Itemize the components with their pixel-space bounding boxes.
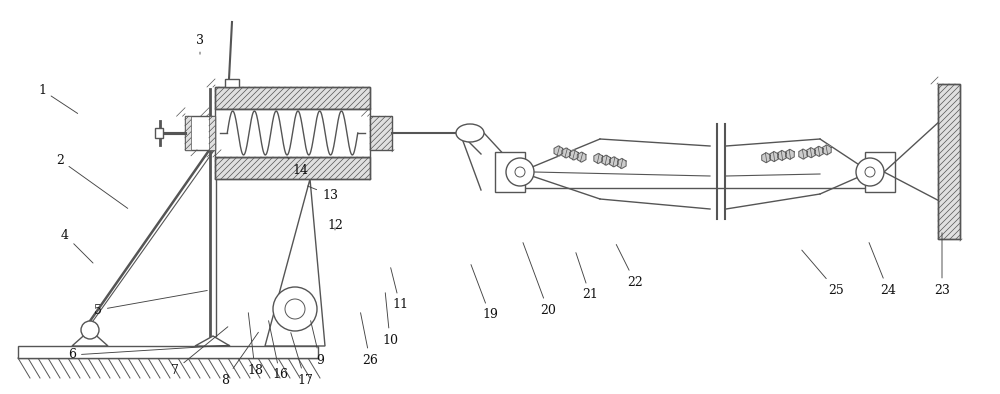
Text: 5: 5: [94, 290, 207, 316]
Bar: [185, 116, 191, 150]
Circle shape: [273, 287, 317, 331]
Text: 21: 21: [576, 253, 598, 301]
Polygon shape: [762, 152, 770, 163]
Text: 3: 3: [196, 33, 204, 54]
Text: 26: 26: [361, 313, 378, 366]
Circle shape: [81, 321, 99, 339]
Polygon shape: [554, 146, 563, 156]
Text: 13: 13: [308, 186, 338, 201]
Polygon shape: [495, 152, 525, 192]
Polygon shape: [72, 330, 108, 346]
Bar: [18, 346, 318, 358]
Text: 9: 9: [311, 321, 324, 366]
Text: 2: 2: [56, 154, 128, 208]
Bar: [938, 84, 960, 239]
Bar: [155, 128, 163, 138]
Polygon shape: [265, 179, 325, 346]
Bar: [215, 87, 370, 109]
Bar: [209, 116, 215, 150]
Text: 8: 8: [221, 332, 258, 387]
Polygon shape: [195, 336, 230, 346]
Text: 16: 16: [269, 321, 288, 381]
Ellipse shape: [456, 124, 484, 142]
Text: 18: 18: [247, 313, 263, 377]
Polygon shape: [815, 146, 823, 156]
Polygon shape: [610, 157, 618, 167]
Text: 10: 10: [382, 293, 398, 346]
Bar: [225, 79, 239, 87]
Text: 11: 11: [391, 268, 408, 312]
Text: 14: 14: [287, 157, 308, 177]
Polygon shape: [617, 158, 626, 169]
Bar: [185, 116, 215, 150]
Polygon shape: [562, 148, 570, 158]
Circle shape: [506, 158, 534, 186]
Bar: [215, 157, 370, 179]
Text: 12: 12: [327, 219, 343, 232]
Text: 22: 22: [616, 245, 643, 288]
Text: 23: 23: [934, 233, 950, 297]
Circle shape: [865, 167, 875, 177]
Text: 7: 7: [171, 327, 228, 377]
Circle shape: [856, 158, 884, 186]
Bar: [215, 109, 370, 157]
Bar: [370, 116, 392, 150]
Polygon shape: [807, 148, 815, 158]
Text: 25: 25: [802, 250, 844, 297]
Text: 1: 1: [38, 84, 78, 113]
Text: 24: 24: [869, 243, 896, 297]
Bar: [938, 84, 960, 239]
Polygon shape: [799, 149, 808, 159]
Bar: [215, 157, 370, 179]
Polygon shape: [577, 152, 586, 162]
Polygon shape: [786, 149, 794, 159]
Polygon shape: [594, 154, 603, 164]
Bar: [215, 87, 370, 109]
Bar: [370, 116, 392, 150]
Polygon shape: [570, 150, 578, 160]
Circle shape: [285, 299, 305, 319]
Polygon shape: [770, 152, 778, 162]
Text: 19: 19: [471, 265, 498, 322]
Polygon shape: [602, 155, 610, 165]
Text: 20: 20: [523, 243, 556, 316]
Polygon shape: [778, 151, 786, 160]
Text: 6: 6: [68, 345, 229, 362]
Polygon shape: [865, 152, 895, 192]
Text: 4: 4: [61, 229, 93, 263]
Circle shape: [515, 167, 525, 177]
Text: 17: 17: [291, 333, 313, 387]
Polygon shape: [822, 145, 831, 155]
